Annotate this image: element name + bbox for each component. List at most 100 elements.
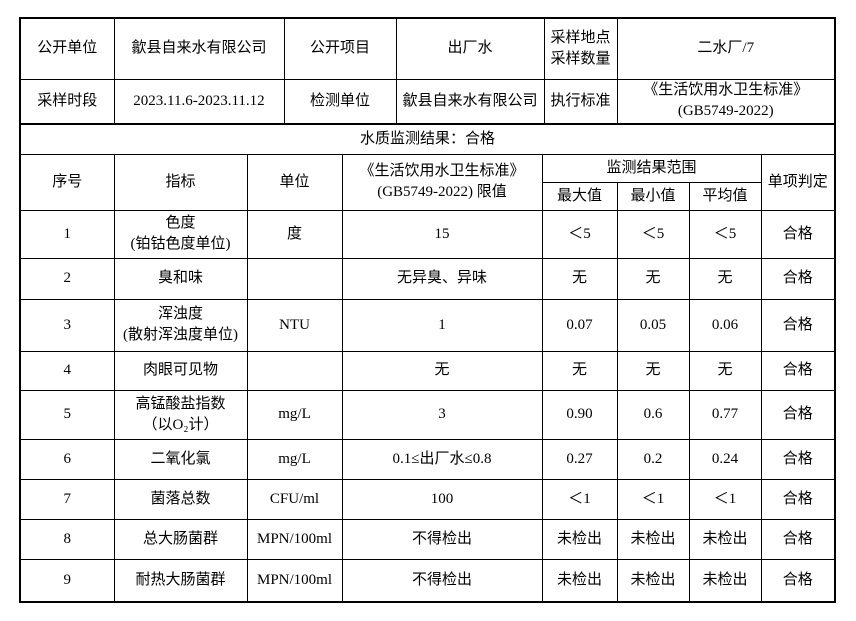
cell-min: 无: [616, 350, 690, 391]
public-project-label: 公开项目: [283, 17, 397, 80]
testing-unit-value: 歙县自来水有限公司: [395, 78, 545, 125]
result-banner: 水质监测结果：合格: [19, 123, 836, 155]
col-header-min: 最小值: [616, 181, 690, 211]
info-row-2: 采样时段 2023.11.6-2023.11.12 检测单位 歙县自来水有限公司…: [19, 78, 836, 125]
cell-indicator: 臭和味: [113, 257, 248, 300]
cell-limit: 100: [341, 478, 543, 520]
col-header-range: 监测结果范围: [541, 153, 762, 183]
cell-judgment: 合格: [760, 438, 836, 480]
table-row: 3 浑浊度 (散射浑浊度单位) NTU 1 0.07 0.05 0.06 合格: [19, 298, 836, 352]
cell-max: 未检出: [541, 558, 618, 603]
cell-avg: 0.06: [688, 298, 762, 352]
sampling-period-value: 2023.11.6-2023.11.12: [113, 78, 285, 125]
table-row: 6 二氧化氯 mg/L 0.1≤出厂水≤0.8 0.27 0.2 0.24 合格: [19, 438, 836, 480]
cell-indicator: 色度 (铂钴色度单位): [113, 209, 248, 259]
cell-min: ＜5: [616, 209, 690, 259]
cell-min: 未检出: [616, 518, 690, 560]
cell-avg: 未检出: [688, 558, 762, 603]
table-row: 9 耐热大肠菌群 MPN/100ml 不得检出 未检出 未检出 未检出 合格: [19, 558, 836, 603]
table-row: 5 高锰酸盐指数 （以O₂计） mg/L 3 0.90 0.6 0.77 合格: [19, 389, 836, 440]
cell-max: 无: [541, 257, 618, 300]
col-header-indicator: 指标: [113, 153, 248, 211]
cell-max: ＜5: [541, 209, 618, 259]
cell-max: 0.07: [541, 298, 618, 352]
cell-no: 9: [19, 558, 115, 603]
cell-min: 未检出: [616, 558, 690, 603]
cell-no: 3: [19, 298, 115, 352]
cell-avg: ＜1: [688, 478, 762, 520]
cell-unit: 度: [246, 209, 343, 259]
col-header-no: 序号: [19, 153, 115, 211]
sampling-site-value: 二水厂/7: [616, 17, 836, 80]
cell-unit: mg/L: [246, 438, 343, 480]
standard-label: 执行标准: [543, 78, 618, 125]
cell-no: 1: [19, 209, 115, 259]
cell-indicator: 浑浊度 (散射浑浊度单位): [113, 298, 248, 352]
cell-indicator: 菌落总数: [113, 478, 248, 520]
cell-no: 2: [19, 257, 115, 300]
cell-judgment: 合格: [760, 478, 836, 520]
cell-judgment: 合格: [760, 558, 836, 603]
cell-indicator: 肉眼可见物: [113, 350, 248, 391]
cell-max: 未检出: [541, 518, 618, 560]
table-row: 2 臭和味 无异臭、异味 无 无 无 合格: [19, 257, 836, 300]
cell-avg: 无: [688, 350, 762, 391]
water-quality-report: 公开单位 歙县自来水有限公司 公开项目 出厂水 采样地点 采样数量 二水厂/7 …: [19, 17, 837, 603]
cell-min: ＜1: [616, 478, 690, 520]
cell-limit: 3: [341, 389, 543, 440]
info-row-1: 公开单位 歙县自来水有限公司 公开项目 出厂水 采样地点 采样数量 二水厂/7: [19, 17, 836, 80]
cell-indicator: 总大肠菌群: [113, 518, 248, 560]
table-row: 1 色度 (铂钴色度单位) 度 15 ＜5 ＜5 ＜5 合格: [19, 209, 836, 259]
cell-unit: [246, 257, 343, 300]
cell-indicator: 高锰酸盐指数 （以O₂计）: [113, 389, 248, 440]
monitoring-results-table: 水质监测结果：合格 序号 指标 单位 《生活饮用水卫生标准》 (GB5749-2…: [19, 123, 837, 603]
cell-no: 7: [19, 478, 115, 520]
col-header-unit: 单位: [246, 153, 343, 211]
cell-unit: [246, 350, 343, 391]
cell-max: 0.27: [541, 438, 618, 480]
cell-unit: CFU/ml: [246, 478, 343, 520]
cell-judgment: 合格: [760, 389, 836, 440]
cell-limit: 不得检出: [341, 558, 543, 603]
table-row: 7 菌落总数 CFU/ml 100 ＜1 ＜1 ＜1 合格: [19, 478, 836, 520]
public-unit-value: 歙县自来水有限公司: [113, 17, 285, 80]
cell-no: 6: [19, 438, 115, 480]
header-row-2: 最大值 最小值 平均值: [20, 181, 835, 211]
cell-judgment: 合格: [760, 257, 836, 300]
cell-no: 4: [19, 350, 115, 391]
cell-indicator: 二氧化氯: [113, 438, 248, 480]
header-row-1: 序号 指标 单位 《生活饮用水卫生标准》 (GB5749-2022) 限值 监测…: [19, 153, 836, 211]
table-row: 8 总大肠菌群 MPN/100ml 不得检出 未检出 未检出 未检出 合格: [19, 518, 836, 560]
banner-row: 水质监测结果：合格: [19, 123, 836, 155]
col-header-limit: 《生活饮用水卫生标准》 (GB5749-2022) 限值: [341, 153, 543, 211]
cell-limit: 无异臭、异味: [341, 257, 543, 300]
sampling-period-label: 采样时段: [19, 78, 115, 125]
sampling-site-label: 采样地点 采样数量: [543, 17, 618, 80]
cell-avg: 无: [688, 257, 762, 300]
cell-judgment: 合格: [760, 518, 836, 560]
cell-unit: NTU: [246, 298, 343, 352]
col-header-avg: 平均值: [688, 181, 762, 211]
cell-limit: 0.1≤出厂水≤0.8: [341, 438, 543, 480]
testing-unit-label: 检测单位: [283, 78, 397, 125]
cell-avg: 0.77: [688, 389, 762, 440]
cell-max: 0.90: [541, 389, 618, 440]
cell-max: ＜1: [541, 478, 618, 520]
cell-limit: 15: [341, 209, 543, 259]
cell-limit: 无: [341, 350, 543, 391]
cell-judgment: 合格: [760, 350, 836, 391]
standard-value: 《生活饮用水卫生标准》 (GB5749-2022): [616, 78, 836, 125]
cell-unit: mg/L: [246, 389, 343, 440]
cell-limit: 不得检出: [341, 518, 543, 560]
cell-judgment: 合格: [760, 209, 836, 259]
cell-avg: 0.24: [688, 438, 762, 480]
cell-min: 0.6: [616, 389, 690, 440]
public-project-value: 出厂水: [395, 17, 545, 80]
cell-min: 无: [616, 257, 690, 300]
cell-limit: 1: [341, 298, 543, 352]
table-row: 4 肉眼可见物 无 无 无 无 合格: [19, 350, 836, 391]
report-info-table: 公开单位 歙县自来水有限公司 公开项目 出厂水 采样地点 采样数量 二水厂/7 …: [19, 17, 836, 125]
cell-no: 5: [19, 389, 115, 440]
cell-min: 0.05: [616, 298, 690, 352]
cell-max: 无: [541, 350, 618, 391]
